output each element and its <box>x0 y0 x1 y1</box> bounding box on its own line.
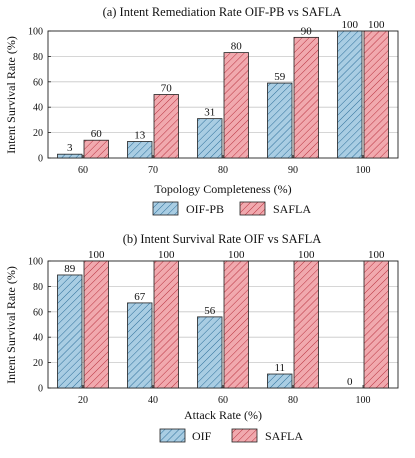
chart-a-data-label-safla: 80 <box>231 41 243 53</box>
chart-a-legend-safla-swatch <box>239 201 266 216</box>
chart-b-data-label-oif: 0 <box>347 376 353 388</box>
chart-a-xtick-label: 100 <box>356 165 371 176</box>
chart-a-xtick-label: 90 <box>288 165 298 176</box>
chart-b-legend-oif-swatch <box>159 428 186 443</box>
chart-a-ylabel: Intent Survival Rate (%) <box>4 36 18 154</box>
chart-b-data-label-oif: 89 <box>64 263 76 275</box>
chart-a-data-label-oif: 31 <box>204 107 215 119</box>
chart-a-bar-safla <box>293 36 319 159</box>
chart-b-xtick-label: 40 <box>148 395 158 406</box>
chart-b-data-label-oif: 11 <box>274 362 285 374</box>
chart-a-data-label-safla: 70 <box>161 83 173 95</box>
chart-b-data-label-safla: 100 <box>88 249 105 261</box>
chart-a-data-label-oif: 100 <box>342 19 359 31</box>
chart-b-xtick-label: 60 <box>218 395 228 406</box>
chart-b-title: (b) Intent Survival Rate OIF vs SAFLA <box>123 232 322 246</box>
chart-a-bar-oif <box>267 82 293 159</box>
chart-a-legend-safla-label: SAFLA <box>273 202 311 216</box>
chart-a-xtick-label: 70 <box>148 165 158 176</box>
chart-a-data-label-oif: 3 <box>67 142 73 154</box>
chart-b-xtick-label: 80 <box>288 395 298 406</box>
chart-b-ytick-label: 80 <box>33 282 43 293</box>
chart-b-bar-safla <box>153 260 179 389</box>
chart-a-bar-safla <box>223 52 249 159</box>
chart-b-data-label-oif: 67 <box>134 291 146 303</box>
chart-b-legend-oif-label: OIF <box>192 429 212 443</box>
chart-a-ytick-label: 100 <box>28 27 43 38</box>
chart-b-data-label-oif: 56 <box>204 305 216 317</box>
chart-a-ytick-label: 20 <box>33 128 43 139</box>
chart-a-bar-oif <box>337 30 363 159</box>
chart-b-xtick-label: 20 <box>78 395 88 406</box>
chart-b-xlabel: Attack Rate (%) <box>184 408 262 422</box>
chart-a-title: (a) Intent Remediation Rate OIF-PB vs SA… <box>103 5 342 19</box>
chart-b-ytick-label: 60 <box>33 307 43 318</box>
chart-b-legend-safla-label: SAFLA <box>265 429 303 443</box>
chart-b-plot-area: 0 20 40 60 80 100 20 89 100 40 67 100 60 56 100 80 11 100… <box>28 249 399 406</box>
chart-a-plot-area: 0 20 40 60 80 100 60 3 60 70 13 70 80 31 80 90 59 90 100 10… <box>28 19 399 176</box>
chart-a-legend-oif-swatch <box>152 201 179 216</box>
chart-b-ytick-label: 0 <box>38 384 43 395</box>
chart-a-data-label-safla: 100 <box>368 19 385 31</box>
chart-a-data-label-safla: 60 <box>91 128 103 140</box>
chart-b-bar-oif <box>57 274 83 389</box>
chart-a-xtick-label: 80 <box>218 165 228 176</box>
chart-b-data-label-safla: 100 <box>368 249 385 261</box>
chart-a-ytick-label: 40 <box>33 103 43 114</box>
chart-a-bar-safla <box>83 139 109 159</box>
chart-b-legend-safla-swatch <box>231 428 258 443</box>
chart-b-ytick-label: 40 <box>33 333 43 344</box>
chart-b-bar-safla <box>293 260 319 389</box>
chart-b-data-label-safla: 100 <box>298 249 315 261</box>
chart-b-bar-oif <box>267 373 293 389</box>
chart-b-ytick-label: 20 <box>33 358 43 369</box>
chart-a-ytick-label: 80 <box>33 52 43 63</box>
chart-a-legend-oif-label: OIF-PB <box>186 202 224 216</box>
chart-a-ytick-label: 0 <box>38 154 43 165</box>
chart-b-xtick-label: 100 <box>356 395 371 406</box>
chart-a-data-label-oif: 13 <box>134 129 146 141</box>
chart-a-bar-oif <box>57 153 83 159</box>
chart-b-ytick-label: 100 <box>28 257 43 268</box>
chart-b-bar-safla <box>83 260 109 389</box>
chart-a-xlabel: Topology Completeness (%) <box>154 182 291 196</box>
chart-a-bar-oif <box>127 141 153 159</box>
chart-b-data-label-safla: 100 <box>158 249 175 261</box>
chart-b-bar-oif <box>127 302 153 389</box>
chart-b-bar-oif <box>197 316 223 389</box>
chart-b-ylabel: Intent Survival Rate (%) <box>4 266 18 384</box>
chart-a-ytick-label: 60 <box>33 77 43 88</box>
chart-a-data-label-oif: 59 <box>274 71 286 83</box>
chart-a-bar-oif <box>197 118 223 159</box>
chart-b-bar-safla <box>363 260 389 389</box>
chart-a-bar-safla <box>363 30 389 159</box>
chart-b-data-label-safla: 100 <box>228 249 245 261</box>
chart-a-xtick-label: 60 <box>78 165 88 176</box>
chart-a-data-label-safla: 90 <box>301 25 313 37</box>
chart-b-bar-safla <box>223 260 249 389</box>
chart-a-bar-safla <box>153 94 179 159</box>
